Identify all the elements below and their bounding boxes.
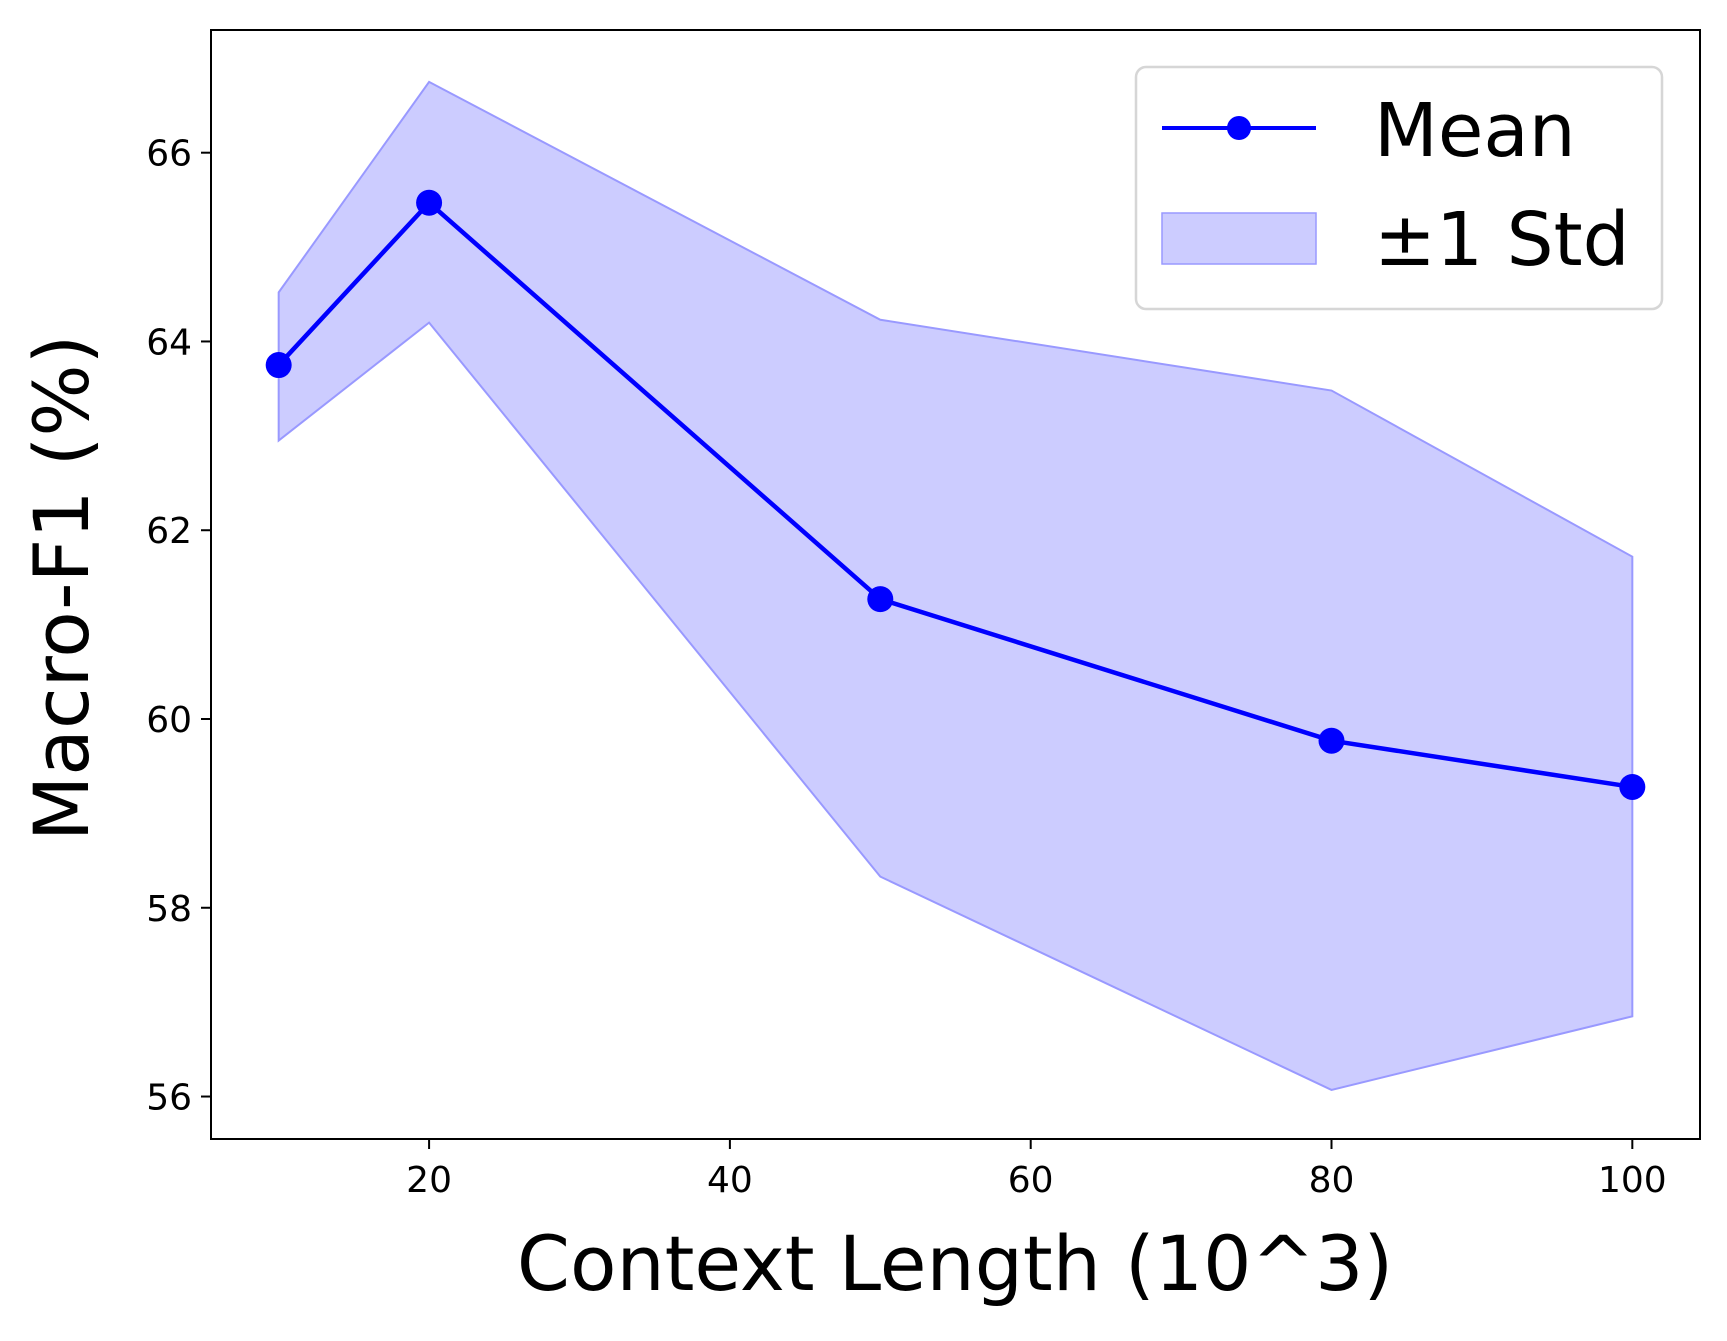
legend-std-swatch [1161, 212, 1317, 265]
x-tick-label: 80 [1309, 1160, 1355, 1201]
y-axis-label: Macro-F1 (%) [17, 335, 106, 842]
y-tick-label: 64 [146, 322, 192, 363]
y-tick-label: 66 [146, 134, 192, 175]
x-axis-ticks: 20 40 60 80 100 [406, 1139, 1667, 1201]
mean-point [265, 352, 292, 379]
std-band-layer [277, 80, 1634, 1091]
mean-series-layer [265, 189, 1646, 800]
mean-point [416, 189, 443, 216]
x-tick-label: 20 [406, 1160, 452, 1201]
x-tick-label: 40 [707, 1160, 753, 1201]
legend-std-label: ±1 Std [1374, 197, 1630, 283]
x-tick-label: 60 [1008, 1160, 1054, 1201]
std-band-area [277, 80, 1634, 1091]
y-tick-label: 62 [146, 511, 192, 552]
x-tick-label: 100 [1598, 1160, 1667, 1201]
legend: Mean ±1 Std [1134, 65, 1664, 311]
mean-point [1619, 773, 1646, 800]
plot-area-frame [210, 29, 1701, 1140]
y-tick-label: 56 [146, 1078, 192, 1119]
y-tick-label: 58 [146, 889, 192, 930]
mean-point [1318, 727, 1345, 754]
x-axis-label: Context Length (10^3) [517, 1219, 1393, 1308]
legend-mean-marker [1227, 116, 1251, 140]
mean-point [867, 586, 894, 613]
y-axis-ticks: 56 58 60 62 64 66 [146, 134, 211, 1119]
legend-mean-label: Mean [1374, 88, 1576, 174]
y-tick-label: 60 [146, 700, 192, 741]
